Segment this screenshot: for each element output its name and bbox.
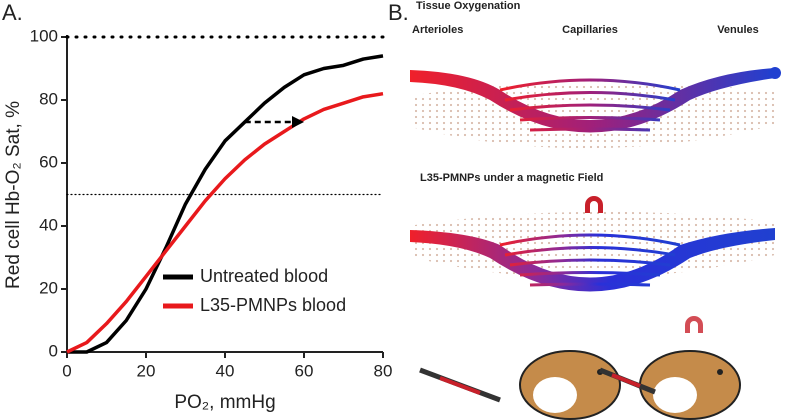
x-tick-label: 0 (62, 361, 71, 380)
hamster-illustrations (419, 350, 741, 420)
panel-label: B. (388, 0, 409, 25)
vessel-normal (410, 67, 781, 149)
y-tick-label: 100 (30, 26, 58, 45)
panel-title: Tissue Oxygenation (416, 0, 521, 12)
data-line (66, 91, 384, 354)
region-label: Capillaries (562, 24, 618, 36)
y-tick-label: 20 (39, 278, 58, 297)
data-line (67, 54, 384, 354)
y-tick-label: 40 (39, 215, 58, 234)
y-tick-label: 80 (39, 89, 58, 108)
x-tick-label: 20 (137, 361, 156, 380)
y-tick-label: 0 (49, 341, 58, 360)
y-axis-label: Red cell Hb-O₂ Sat, % (3, 101, 24, 289)
region-label: Arterioles (412, 24, 463, 36)
legend-label: L35-PMNPs blood (200, 295, 346, 315)
x-tick-label: 40 (216, 361, 235, 380)
x-axis-label: PO₂, mmHg (174, 392, 275, 413)
legend-label: Untreated blood (200, 266, 328, 286)
panel-subtitle: L35-PMNPs under a magnetic Field (420, 172, 603, 184)
x-tick-label: 60 (295, 361, 314, 380)
y-tick-label: 60 (39, 152, 58, 171)
x-tick-label: 80 (374, 361, 393, 380)
plot: 0 20 40 60 80 100 0 20 40 60 80 Untreated blood L35-… (30, 26, 393, 380)
arrow-head (292, 116, 304, 129)
vessel-magnetic (410, 196, 775, 333)
panel-label: A. (2, 0, 23, 25)
region-label: Venules (717, 24, 759, 36)
